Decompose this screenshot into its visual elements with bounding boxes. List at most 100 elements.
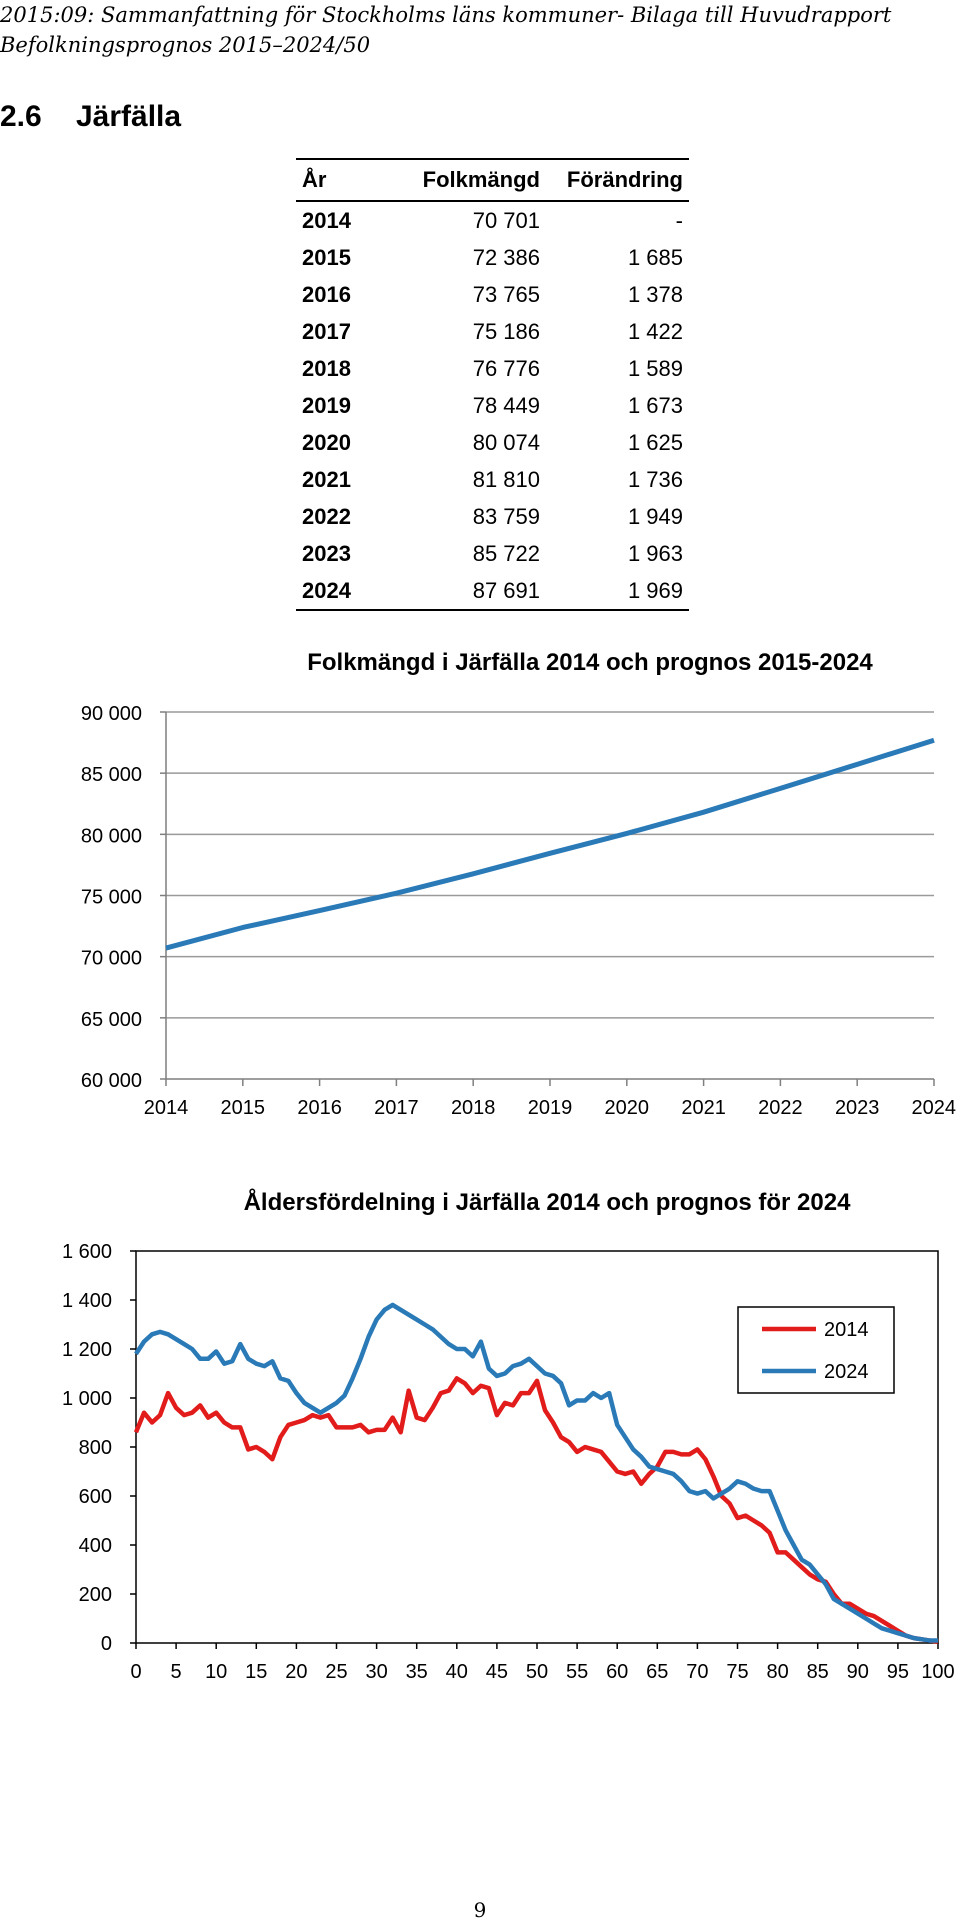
y-tick-label: 65 000 [81,1009,142,1031]
x-tick-label: 90 [847,1661,869,1683]
cell-population: 78 449 [472,392,540,418]
cell-population: 81 810 [472,466,540,492]
legend-label-2024: 2024 [824,1361,869,1383]
population-line-chart: Folkmängd i Järfälla 2014 och prognos 20… [81,649,957,1119]
header-year: År [296,158,406,202]
table-row: 2019 78 449 1 673 [296,387,689,424]
x-tick-label: 40 [446,1661,468,1683]
x-tick-label: 45 [486,1661,508,1683]
cell-population: 76 776 [472,355,540,381]
cell-population: 70 701 [472,207,540,233]
cell-change: 1 963 [627,540,683,566]
table-header-row: År Folkmängd Förändring [296,158,689,202]
header-line-2: Befolkningsprognos 2015–2024/50 [0,33,371,57]
x-tick-label: 2017 [374,1097,419,1119]
cell-change: 1 589 [627,355,683,381]
x-tick-label: 2023 [835,1097,880,1119]
x-tick-label: 2018 [451,1097,496,1119]
cell-population: 83 759 [472,503,540,529]
cell-change: 1 685 [627,244,683,270]
x-tick-label: 2015 [221,1097,266,1119]
cell-change: - [675,207,683,233]
table-row: 2020 80 074 1 625 [296,424,689,461]
page-number: 9 [473,1898,487,1922]
y-tick-label: 400 [79,1535,112,1557]
cell-year: 2022 [302,503,351,529]
chart-title: Folkmängd i Järfälla 2014 och prognos 20… [307,649,873,676]
x-tick-label: 2021 [681,1097,726,1119]
cell-year: 2021 [302,466,351,492]
y-tick-label: 1 600 [62,1241,112,1263]
x-tick-label: 20 [285,1661,307,1683]
x-tick-label: 30 [365,1661,387,1683]
y-tick-label: 200 [79,1584,112,1606]
x-tick-label: 50 [526,1661,548,1683]
y-tick-label: 0 [101,1633,112,1655]
x-tick-label: 100 [921,1661,954,1683]
cell-year: 2018 [302,355,351,381]
legend-box [737,1306,895,1394]
y-tick-label: 75 000 [81,887,142,909]
section-heading: 2.6 Järfälla [0,100,181,134]
cell-population: 85 722 [472,540,540,566]
x-tick-label: 95 [887,1661,909,1683]
series-line-2014 [133,1376,939,1644]
cell-change: 1 625 [627,429,683,455]
x-tick-label: 5 [171,1661,182,1683]
header-change: Förändring [546,158,689,202]
cell-population: 72 386 [472,244,540,270]
cell-year: 2023 [302,540,351,566]
x-tick-label: 2024 [912,1097,957,1119]
table-row: 2024 87 691 1 969 [296,572,689,611]
cell-population: 73 765 [472,281,540,307]
header-line-1: 2015:09: Sammanfattning för Stockholms l… [0,3,892,27]
cell-year: 2019 [302,392,351,418]
x-tick-label: 85 [807,1661,829,1683]
cell-population: 75 186 [472,318,540,344]
table-row: 2014 70 701 - [296,201,689,239]
y-tick-label: 70 000 [81,948,142,970]
x-tick-label: 25 [325,1661,347,1683]
x-tick-label: 2019 [528,1097,573,1119]
series-line-2024 [134,1302,938,1643]
table-row: 2022 83 759 1 949 [296,498,689,535]
cell-change: 1 673 [627,392,683,418]
cell-change: 1 736 [627,466,683,492]
y-tick-label: 600 [79,1486,112,1508]
x-tick-label: 2014 [144,1097,189,1119]
x-tick-label: 65 [646,1661,668,1683]
cell-year: 2017 [302,318,351,344]
cell-year: 2015 [302,244,351,270]
cell-population: 80 074 [472,429,540,455]
cell-year: 2024 [296,572,406,611]
legend-label-2014: 2014 [824,1319,869,1341]
age-distribution-chart: Åldersfördelning i Järfälla 2014 och pro… [62,1188,955,1683]
x-tick-label: 75 [726,1661,748,1683]
y-tick-label: 800 [79,1437,112,1459]
table-row: 2021 81 810 1 736 [296,461,689,498]
x-tick-label: 60 [606,1661,628,1683]
x-tick-label: 0 [130,1661,141,1683]
y-tick-label: 85 000 [81,764,142,786]
x-tick-label: 35 [406,1661,428,1683]
x-tick-label: 55 [566,1661,588,1683]
table-row: 2023 85 722 1 963 [296,535,689,572]
x-tick-label: 10 [205,1661,227,1683]
y-tick-label: 80 000 [81,825,142,847]
chart-title: Åldersfördelning i Järfälla 2014 och pro… [244,1188,851,1216]
cell-year: 2014 [302,207,351,233]
y-tick-label: 1 200 [62,1339,112,1361]
x-tick-label: 15 [245,1661,267,1683]
cell-year: 2020 [302,429,351,455]
x-tick-label: 2020 [605,1097,650,1119]
table-row: 2016 73 765 1 378 [296,276,689,313]
section-title: Järfälla [76,100,182,133]
x-tick-label: 70 [686,1661,708,1683]
x-tick-label: 2016 [297,1097,342,1119]
population-table: År Folkmängd Förändring 2014 70 701 - 2015… [296,158,689,611]
section-number: 2.6 [0,100,42,133]
table-row: 2017 75 186 1 422 [296,313,689,350]
document-header: 2015:09: Sammanfattning för Stockholms l… [0,0,960,60]
cell-year: 2016 [302,281,351,307]
series-line-population [165,737,935,951]
